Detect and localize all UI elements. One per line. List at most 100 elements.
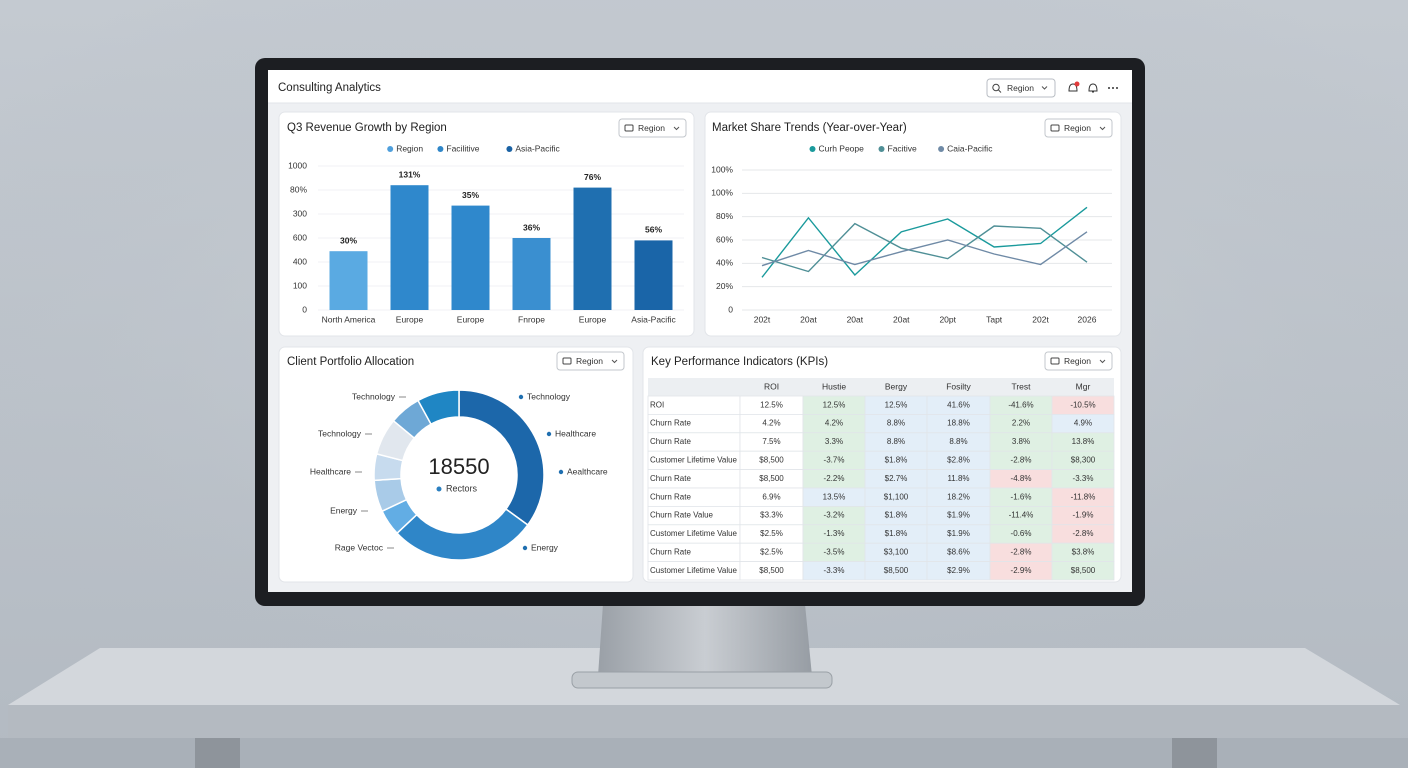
filter-button[interactable] [1044,118,1113,138]
x-tick-label: 20at [847,314,864,324]
filter-button[interactable] [556,351,625,371]
callout-dot [558,469,564,475]
bar-annotation: 36% [523,222,540,232]
callout-label: Healthcare [555,428,596,438]
filter-button[interactable] [618,118,687,138]
callout-dot [546,431,552,437]
legend-swatch [878,146,885,152]
dot [1116,87,1118,89]
x-tick-label: 202t [754,314,771,324]
cell-text: -2.8% [1011,548,1032,557]
cell-text: 3.8% [1012,437,1030,446]
filter-button[interactable] [1044,351,1113,371]
x-tick-label: North America [322,314,376,324]
cell-text: 8.8% [949,437,967,446]
legend-label: Asia-Pacific [515,143,560,153]
cell-text: $3.3% [760,511,783,520]
column-header: ROI [764,381,779,391]
filter-dropdown[interactable]: Region [1044,118,1113,138]
cell-text: -2.9% [1011,566,1032,575]
cell-text: Churn Rate [650,437,691,446]
cell-text: Churn Rate Value [650,511,714,520]
cell-text: Churn Rate [650,419,691,428]
cell-text: 12.5% [823,400,846,409]
x-tick-label: 20at [800,314,817,324]
cell-text: 6.9% [762,492,780,501]
y-tick-label: 60% [716,234,733,244]
panel [278,346,634,583]
cell-text: $8,300 [1071,456,1096,465]
column-header: Fosilty [946,381,971,391]
x-tick-label: Europe [457,314,485,324]
app-title: Consulting Analytics [278,82,381,94]
cell-text: $8,500 [1071,566,1096,575]
cell-text: $2.9% [947,566,970,575]
bell-icon[interactable] [1068,83,1078,92]
cell-text: -2.8% [1011,456,1032,465]
filter-text[interactable]: Region [1064,356,1091,366]
filter-dropdown[interactable]: Region [1044,351,1113,371]
cell-text: 41.6% [947,400,970,409]
bar-annotation: 76% [584,172,601,182]
cell-text: 12.5% [760,400,783,409]
bar-annotation: 131% [399,169,421,179]
cell-text: 12.5% [885,400,908,409]
cell-text: -1.6% [1011,492,1032,501]
search-text[interactable]: Region [1007,83,1034,93]
filter-dropdown[interactable]: Region [556,351,625,371]
cell-text: $8,500 [759,566,784,575]
pie-segment [417,389,460,426]
cell-text: 2.2% [1012,419,1030,428]
cell-text: $2.8% [947,456,970,465]
cell-text: -4.8% [1011,474,1032,483]
panel-title: Key Performance Indicators (KPIs) [651,356,828,368]
filter-icon [624,124,634,132]
cell-text: 8.8% [887,419,905,428]
bar [512,238,551,310]
y-tick-label: 100% [711,164,733,174]
legend-swatch [506,146,513,152]
search-field[interactable] [986,78,1056,98]
callout-label: Technology [527,391,571,401]
filter-dropdown[interactable]: Region [618,118,687,138]
cell-text: $3,100 [884,548,909,557]
search-box[interactable]: Region [986,78,1056,98]
cell-text: $2.5% [760,529,783,538]
y-tick-label: 20% [716,281,733,291]
callout-dot [518,394,524,400]
cell-text: -11.4% [1009,511,1034,520]
cell-text: Churn Rate [650,492,691,501]
filter-text[interactable]: Region [1064,123,1091,133]
center-label: Rectors [446,483,478,493]
cell-text: -41.6% [1008,400,1033,409]
more-menu[interactable] [1108,87,1118,89]
content: Q3 Revenue Growth by Region Region Market … [287,118,1115,581]
cell-text: 4.2% [825,419,843,428]
x-tick-label: Europe [579,314,607,324]
notifications[interactable] [1068,81,1080,92]
center-value: 18550 [428,454,489,479]
cell-text: $3.8% [1072,548,1095,557]
column-header: Bergy [885,381,908,391]
cell-text: 4.2% [762,419,780,428]
desk-front [8,705,1400,738]
cell-text: 18.2% [947,492,970,501]
alert-icon[interactable] [1088,83,1098,93]
cell-text: 8.8% [887,437,905,446]
bar-annotation: 56% [645,225,662,235]
cell-text: -3.3% [1073,474,1094,483]
legend-label: Caia-Pacific [947,143,993,153]
chevron [611,359,618,364]
x-tick-label: 20at [893,314,910,324]
cell-text: $8,500 [884,566,909,575]
panel-title: Q3 Revenue Growth by Region [287,122,447,134]
filter-text[interactable]: Region [638,123,665,133]
monitor-neck [598,604,812,676]
y-tick-label: 80% [290,184,307,194]
cell-text: $2.5% [760,548,783,557]
cell-text: 13.8% [1072,437,1095,446]
cell-text: 11.8% [947,474,969,483]
filter-text[interactable]: Region [576,356,603,366]
cell-text: $2.7% [885,474,908,483]
